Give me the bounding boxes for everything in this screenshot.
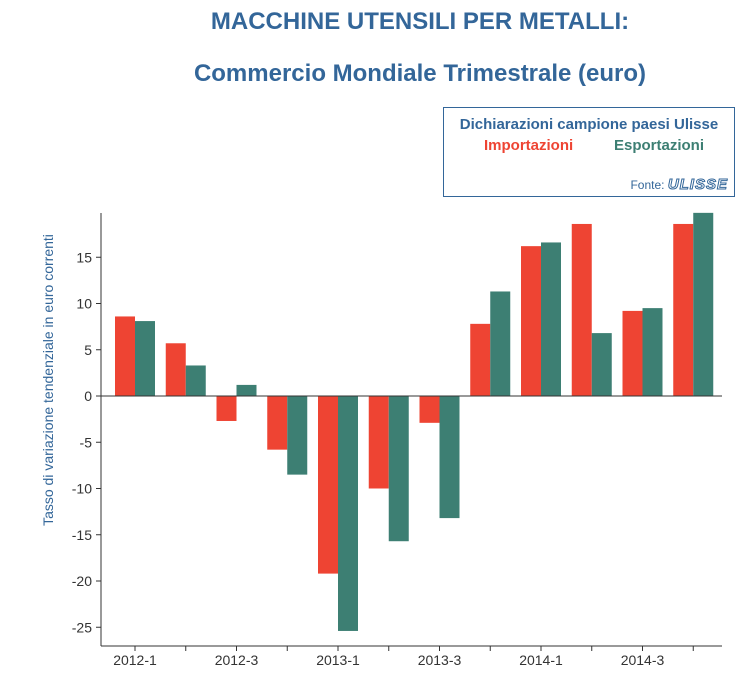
bar-exports-2013-2 [388,396,409,542]
source-prefix: Fonte: [630,178,665,192]
x-tick-label: 2012-1 [113,652,157,668]
bar-imports-2012-1 [115,316,135,396]
x-tick-label: 2014-1 [519,652,563,668]
legend-box: Dichiarazioni campione paesi Ulisse Impo… [443,107,735,197]
x-tick-label: 2013-1 [316,652,360,668]
bar-exports-2012-3 [236,384,257,396]
y-tick-label: 10 [76,296,92,312]
bar-imports-2012-2 [165,343,186,396]
bar-imports-2013-1 [318,396,338,574]
bar-imports-2013-2 [368,396,389,489]
y-axis-label: Tasso di variazione tendenziale in euro … [40,234,56,526]
legend-title: Dichiarazioni campione paesi Ulisse [459,116,719,133]
bar-imports-2013-3 [419,396,440,423]
bar-imports-2014-2 [571,223,592,396]
y-tick-label: -25 [72,619,92,635]
bar-exports-2013-3 [439,396,460,519]
bar-exports-2013-1 [338,396,358,631]
bar-imports-2014-4 [673,223,694,396]
y-tick-label: -20 [72,573,92,589]
bar-imports-2014-3 [622,310,643,396]
legend-imports: Importazioni [484,137,574,154]
y-tick-label: 15 [76,249,92,265]
axes-layer: 15 10 5 0 -5 -10 -15 -20 -25 2012-1 2012-3 2013-1 20… [72,213,722,668]
y-tick-label: -15 [72,527,92,543]
bar-exports-2012-4 [287,396,308,475]
bar-exports-2014-1 [541,242,561,396]
legend-source: Fonte: ULISSE [630,176,728,194]
bar-imports-2012-4 [267,396,288,450]
chart-title: MACCHINE UTENSILI PER METALLI: [210,8,630,35]
bar-exports-2014-2 [591,333,612,396]
legend-exports: Esportazioni [614,137,705,154]
y-tick-label: -10 [72,481,92,497]
y-tick-label: 5 [84,342,92,358]
bar-imports-2013-4 [470,323,491,396]
bar-exports-2012-1 [135,321,155,396]
bar-exports-2014-3 [642,308,663,396]
ulisse-logo: ULISSE [667,176,728,194]
x-tick-label: 2014-3 [621,652,665,668]
y-tick-label: -5 [80,434,93,450]
x-tick-label: 2013-3 [418,652,462,668]
bars-layer [115,212,714,631]
bar-exports-2012-2 [185,365,206,396]
y-tick-label: 0 [84,388,92,404]
chart-subtitle: Commercio Mondiale Trimestrale (euro) [193,60,647,87]
x-tick-label: 2012-3 [215,652,259,668]
bar-imports-2012-3 [216,396,237,421]
bar-imports-2014-1 [521,246,541,396]
bar-exports-2014-4 [693,212,714,396]
bar-exports-2013-4 [490,291,511,396]
